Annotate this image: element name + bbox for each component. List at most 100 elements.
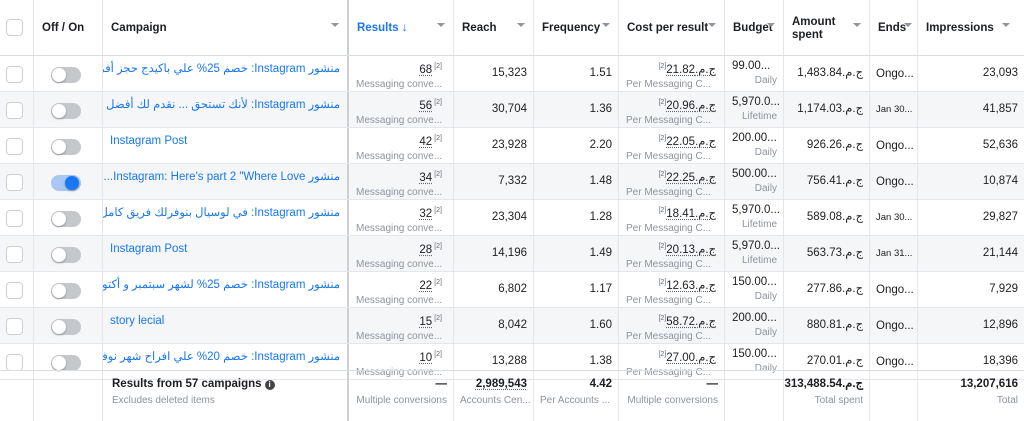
- cost-per-result-subtext: Per Messaging C...: [626, 366, 712, 378]
- cost-per-result-value[interactable]: ج.م.‏20.13: [666, 243, 716, 256]
- campaign-toggle[interactable]: [51, 319, 81, 335]
- cost-per-result-value[interactable]: ج.م.‏18.41: [666, 207, 716, 220]
- col-budget[interactable]: Budget: [725, 0, 784, 55]
- results-value[interactable]: 34: [419, 171, 433, 184]
- table-row[interactable]: منشور Instagram: خصم 20% علي افراح شهر ن…: [0, 344, 1024, 380]
- cost-per-result-value[interactable]: ج.م.‏12.63: [666, 279, 716, 292]
- chevron-down-icon[interactable]: [904, 23, 912, 27]
- col-ends[interactable]: Ends: [870, 0, 918, 55]
- campaign-toggle[interactable]: [51, 283, 81, 299]
- summary-reach-cell: 2,989,543 Accounts Cen...: [454, 371, 534, 421]
- col-off-on[interactable]: Off / On: [34, 0, 103, 55]
- campaign-toggle[interactable]: [51, 139, 81, 155]
- campaign-toggle[interactable]: [51, 247, 81, 263]
- ends-cell: Ongo...: [870, 344, 918, 379]
- budget-value[interactable]: 5,970.0...: [732, 96, 780, 108]
- col-impressions[interactable]: Impressions: [918, 0, 1024, 55]
- row-checkbox[interactable]: [6, 210, 23, 227]
- results-value[interactable]: 22: [419, 279, 433, 292]
- budget-value[interactable]: 200.00...: [732, 312, 777, 324]
- row-checkbox[interactable]: [6, 246, 23, 263]
- budget-value[interactable]: 5,970.0...: [732, 240, 780, 252]
- summary-campaign-cell: Results from 57 campaigns i Excludes dele…: [103, 371, 349, 421]
- campaign-toggle[interactable]: [51, 211, 81, 227]
- row-checkbox[interactable]: [6, 66, 23, 83]
- row-checkbox[interactable]: [6, 282, 23, 299]
- row-checkbox[interactable]: [6, 138, 23, 155]
- vertical-scrollbar[interactable]: [1016, 56, 1024, 370]
- chevron-down-icon[interactable]: [602, 23, 610, 27]
- campaign-name-link[interactable]: منشور Instagram: خصم 25% علي باكيدج حجز …: [103, 63, 340, 75]
- table-row[interactable]: منشور Instagram: خصم 25% علي باكيدج حجز …: [0, 56, 1024, 92]
- table-row[interactable]: Instagram Post 42 [2] Messaging conve... 23,…: [0, 128, 1024, 164]
- campaign-toggle[interactable]: [51, 103, 81, 119]
- cost-per-result-value[interactable]: ج.م.‏22.05: [666, 135, 716, 148]
- results-value[interactable]: 10: [419, 351, 433, 364]
- row-checkbox[interactable]: [6, 354, 23, 371]
- campaign-name-link[interactable]: منشور Instagram: خصم 20% علي افراح شهر ن…: [103, 351, 340, 363]
- results-value[interactable]: 68: [419, 63, 433, 76]
- campaign-name-cell: Instagram Post: [103, 236, 349, 271]
- col-reach[interactable]: Reach: [454, 0, 534, 55]
- campaign-name-link[interactable]: منشور Instagram: لأنك تستحق ... نقدم لك …: [103, 99, 340, 111]
- chevron-down-icon[interactable]: [331, 23, 339, 27]
- campaign-name-link[interactable]: Instagram Post: [110, 135, 188, 147]
- table-row[interactable]: منشور Instagram: خصم 25% لشهر سبتمبر و أ…: [0, 272, 1024, 308]
- chevron-down-icon[interactable]: [708, 23, 716, 27]
- campaign-toggle[interactable]: [51, 355, 81, 371]
- table-row[interactable]: منشور Instagram: Here's part 2 "Where Lo…: [0, 164, 1024, 200]
- frequency-cell: 1.38: [534, 344, 619, 379]
- impressions-value: 23,093: [982, 67, 1018, 79]
- budget-value[interactable]: 150.00...: [732, 276, 777, 288]
- row-checkbox[interactable]: [6, 318, 23, 335]
- summary-subtitle: Excludes deleted items: [112, 395, 215, 406]
- table-row[interactable]: Instagram Post 28 [2] Messaging conve... 14,…: [0, 236, 1024, 272]
- results-value[interactable]: 42: [419, 135, 433, 148]
- table-row[interactable]: story lecial 15 [2] Messaging conve... 8,042…: [0, 308, 1024, 344]
- results-cell: 32 [2] Messaging conve...: [349, 200, 454, 235]
- campaign-name-link[interactable]: منشور Instagram: في لوسيال بنوفرلك فريق …: [103, 207, 340, 219]
- results-cell: 56 [2] Messaging conve...: [349, 92, 454, 127]
- chevron-down-icon[interactable]: [437, 23, 445, 27]
- campaign-name-link[interactable]: منشور Instagram: خصم 25% لشهر سبتمبر و أ…: [103, 279, 340, 291]
- summary-reach[interactable]: 2,989,543: [475, 378, 527, 390]
- campaign-toggle[interactable]: [51, 67, 81, 83]
- chevron-down-icon[interactable]: [517, 23, 525, 27]
- chevron-down-icon[interactable]: [1002, 23, 1010, 27]
- results-value[interactable]: 28: [419, 243, 433, 256]
- campaign-name-link[interactable]: منشور Instagram: Here's part 2 "Where Lo…: [103, 171, 340, 183]
- row-checkbox[interactable]: [6, 102, 23, 119]
- results-subtext: Messaging conve...: [356, 222, 443, 234]
- cost-per-result-value[interactable]: ج.م.‏27.00: [666, 351, 716, 364]
- budget-value[interactable]: 500.00...: [732, 168, 777, 180]
- col-amount-spent[interactable]: Amount spent: [784, 0, 870, 55]
- cost-per-result-cell: ج.م.‏21.82[2] Per Messaging C...: [619, 56, 725, 91]
- campaign-name-link[interactable]: story lecial: [110, 315, 165, 327]
- summary-impressions-sub: Total: [996, 395, 1018, 406]
- col-cost-per-result[interactable]: Cost per result: [619, 0, 725, 55]
- cost-per-result-value[interactable]: ج.م.‏22.25: [666, 171, 716, 184]
- budget-value[interactable]: 99.00...: [732, 60, 771, 72]
- col-campaign[interactable]: Campaign: [103, 0, 349, 55]
- impressions-value: 18,396: [982, 355, 1018, 367]
- cost-per-result-value[interactable]: ج.م.‏21.82: [666, 63, 716, 76]
- budget-value[interactable]: 5,970.0...: [732, 204, 780, 216]
- cost-per-result-value[interactable]: ج.م.‏58.72: [666, 315, 716, 328]
- results-value[interactable]: 56: [419, 99, 433, 112]
- info-icon[interactable]: i: [264, 380, 275, 390]
- chevron-down-icon[interactable]: [853, 23, 861, 27]
- budget-value[interactable]: 200.00...: [732, 132, 777, 144]
- campaign-name-link[interactable]: Instagram Post: [110, 243, 188, 255]
- results-value[interactable]: 15: [419, 315, 433, 328]
- budget-value[interactable]: 150.00...: [732, 348, 777, 360]
- table-row[interactable]: منشور Instagram: لأنك تستحق ... نقدم لك …: [0, 92, 1024, 128]
- table-row[interactable]: منشور Instagram: في لوسيال بنوفرلك فريق …: [0, 200, 1024, 236]
- results-value[interactable]: 32: [419, 207, 433, 220]
- col-frequency[interactable]: Frequency: [534, 0, 619, 55]
- select-all-checkbox[interactable]: [6, 19, 23, 36]
- col-results[interactable]: Results ↓: [349, 0, 454, 55]
- campaign-toggle[interactable]: [51, 175, 81, 191]
- cost-per-result-value[interactable]: ج.م.‏20.96: [666, 99, 716, 112]
- chevron-down-icon[interactable]: [767, 23, 775, 27]
- row-checkbox[interactable]: [6, 174, 23, 191]
